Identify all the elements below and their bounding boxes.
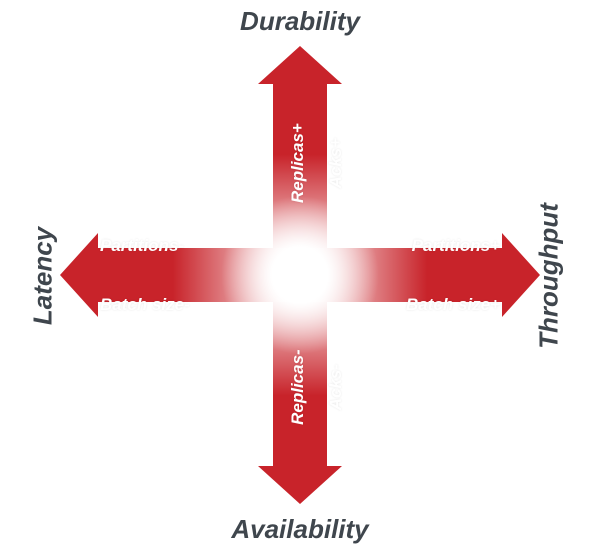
annotation-right-line1: Partitions+ [406,236,500,256]
arrowhead-left-icon [60,233,98,317]
annotation-right-line2: Batch size+ [406,295,500,315]
annotation-top-line1: Replicas+ [288,123,308,203]
arrowhead-down-icon [258,466,342,504]
annotation-left-line2: Batch size- [100,295,190,315]
annotation-bottom-line2: Acks- [326,364,346,410]
arrowhead-up-icon [258,46,342,84]
annotation-top: Replicas+ Acks+ [261,158,339,168]
annotation-bottom: Replicas- Acks- [261,382,339,392]
annotation-top-line2: Acks+ [326,138,346,189]
annotation-left: Partitions- Batch size- [100,197,190,353]
annotation-bottom-line1: Replicas- [288,349,308,425]
axis-label-top: Durability [240,6,360,37]
axis-label-left: Latency [28,226,59,324]
annotation-left-line1: Partitions- [100,236,190,256]
cross-arrow-diagram: Replicas+ Acks+ Replicas- Acks- Partitio… [60,46,540,504]
annotation-right: Partitions+ Batch size+ [406,197,500,353]
axis-label-bottom: Availability [231,514,368,545]
arrowhead-right-icon [502,233,540,317]
